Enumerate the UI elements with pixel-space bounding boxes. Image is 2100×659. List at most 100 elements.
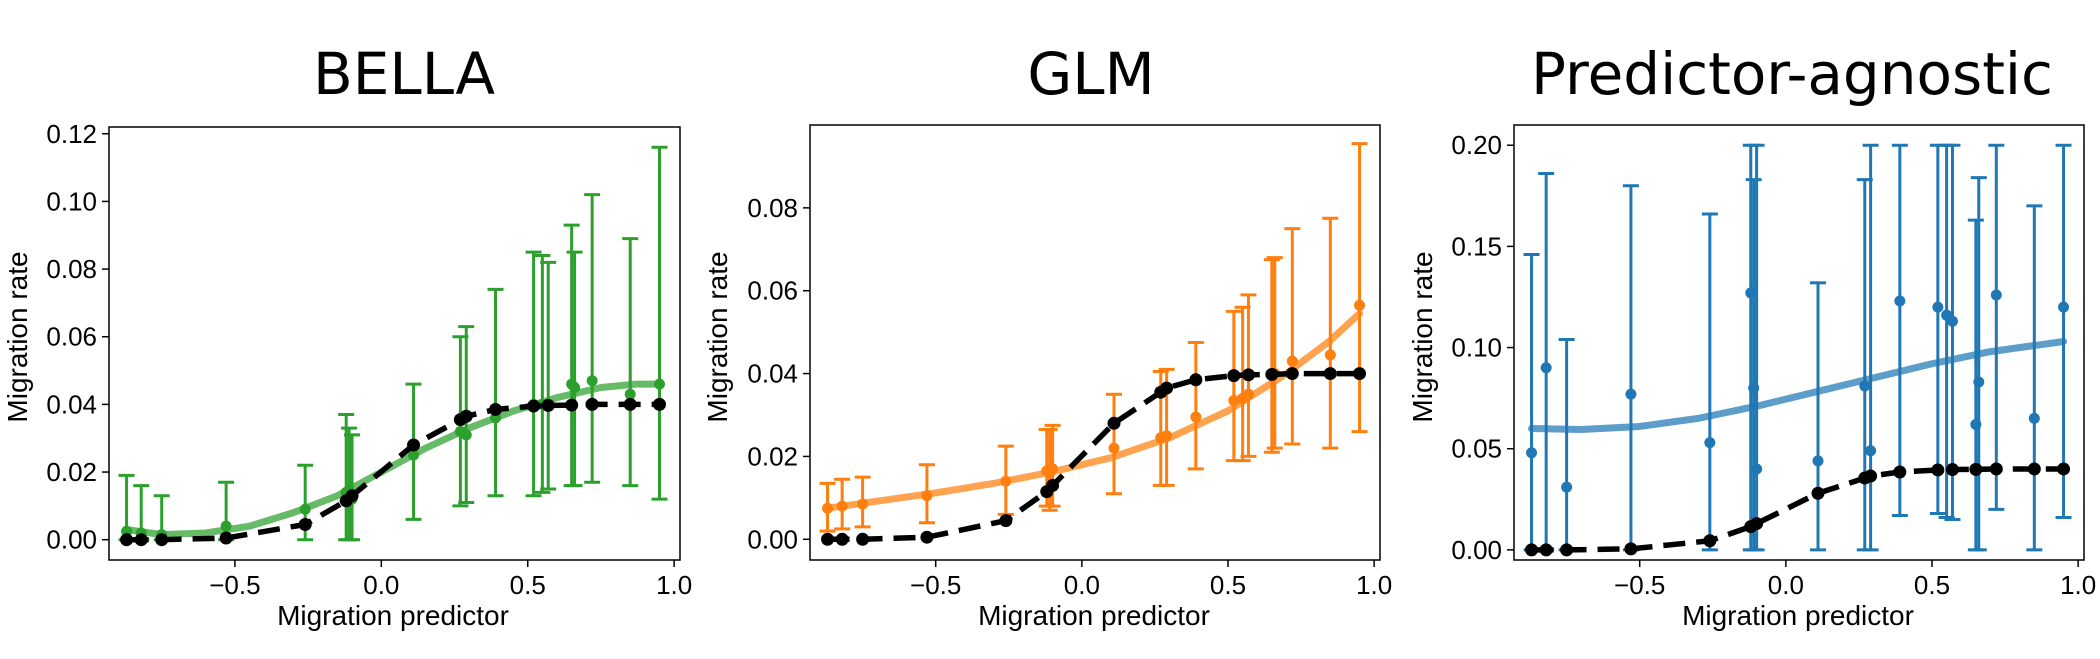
estimate-point bbox=[2028, 412, 2040, 424]
estimate-point bbox=[1354, 299, 1366, 311]
x-tick-label: 0.0 bbox=[363, 570, 399, 600]
error-bar bbox=[1970, 176, 1987, 552]
estimate-point bbox=[2058, 301, 2070, 313]
estimate-point bbox=[586, 375, 598, 387]
true-rate-point bbox=[527, 399, 541, 413]
true-rate-point bbox=[856, 532, 870, 546]
estimate-point bbox=[1894, 295, 1906, 307]
estimate-point bbox=[1946, 315, 1958, 327]
estimate-point bbox=[1324, 349, 1336, 361]
true-rate-point bbox=[2027, 462, 2041, 476]
error-bar bbox=[1929, 143, 1946, 515]
true-rate-point bbox=[1811, 486, 1825, 500]
y-tick-label: 0.06 bbox=[747, 276, 798, 306]
estimate-point bbox=[1161, 430, 1173, 442]
y-tick-label: 0.02 bbox=[46, 457, 97, 487]
error-bar bbox=[1558, 337, 1575, 552]
true-rate-point bbox=[1624, 542, 1638, 556]
estimate-point bbox=[1748, 382, 1760, 394]
true-rate-point bbox=[1893, 465, 1907, 479]
true-rate-point bbox=[1525, 543, 1539, 557]
fit-curve bbox=[824, 310, 1364, 512]
estimate-point bbox=[1745, 287, 1757, 299]
estimate-point bbox=[1859, 380, 1871, 392]
true-rate-point bbox=[920, 530, 934, 544]
error-bar bbox=[622, 237, 639, 488]
true-rate-point bbox=[1864, 469, 1878, 483]
estimate-point bbox=[1540, 362, 1552, 374]
y-tick-label: 0.05 bbox=[1451, 434, 1502, 464]
y-axis-label: Migration rate bbox=[2, 251, 33, 422]
y-tick-label: 0.10 bbox=[46, 186, 97, 216]
x-tick-label: −0.5 bbox=[910, 570, 961, 600]
estimate-point bbox=[220, 520, 232, 532]
true-rate-point bbox=[1265, 367, 1279, 381]
y-tick-label: 0.04 bbox=[747, 359, 798, 389]
error-bar bbox=[1284, 227, 1301, 446]
x-tick-label: −0.5 bbox=[209, 570, 260, 600]
estimate-point bbox=[1812, 455, 1824, 467]
true-rate-point bbox=[1189, 373, 1203, 387]
estimate-point bbox=[1000, 475, 1012, 487]
estimate-point bbox=[836, 500, 848, 512]
true-rate-line bbox=[126, 401, 660, 543]
panel-title: Predictor-agnostic bbox=[1531, 40, 2053, 108]
x-tick-label: −0.5 bbox=[1614, 570, 1665, 600]
y-tick-label: 0.00 bbox=[747, 524, 798, 554]
error-bar bbox=[1263, 258, 1280, 454]
estimate-point bbox=[624, 388, 636, 400]
estimate-point bbox=[1108, 442, 1120, 454]
estimate-point bbox=[1990, 289, 2002, 301]
true-rate-point bbox=[1750, 517, 1764, 531]
error-bar bbox=[1810, 281, 1826, 552]
true-rate-point bbox=[489, 402, 503, 416]
error-bar bbox=[1748, 143, 1765, 552]
y-tick-label: 0.08 bbox=[46, 254, 97, 284]
y-tick-label: 0.20 bbox=[1451, 130, 1502, 160]
x-tick-label: 0.0 bbox=[1768, 570, 1804, 600]
true-rate-point bbox=[585, 397, 599, 411]
fit-curve bbox=[123, 380, 664, 539]
error-bar bbox=[1225, 309, 1242, 463]
x-tick-label: 1.0 bbox=[656, 570, 692, 600]
x-tick-label: 1.0 bbox=[1356, 570, 1392, 600]
true-rate-point bbox=[821, 532, 835, 546]
error-bar bbox=[1891, 143, 1908, 517]
true-rate-line bbox=[1531, 466, 2064, 553]
x-tick-label: 1.0 bbox=[2060, 570, 2096, 600]
axes-frame bbox=[108, 126, 681, 561]
panel-title: GLM bbox=[1027, 40, 1154, 108]
error-bar bbox=[2055, 143, 2072, 520]
error-bar bbox=[1538, 172, 1555, 552]
estimate-point bbox=[1047, 463, 1059, 475]
true-rate-point bbox=[219, 531, 233, 545]
estimate-point bbox=[1526, 447, 1538, 459]
true-rate-point bbox=[653, 397, 667, 411]
true-rate-point bbox=[298, 517, 312, 531]
true-rate-point bbox=[120, 533, 134, 547]
true-rate-point bbox=[1945, 463, 1959, 477]
error-bar bbox=[534, 254, 551, 494]
y-tick-label: 0.10 bbox=[1451, 333, 1502, 363]
estimate-point bbox=[822, 502, 834, 514]
true-rate-point bbox=[1046, 478, 1060, 492]
true-rate-point bbox=[1560, 543, 1574, 557]
error-bar bbox=[566, 250, 583, 488]
true-rate-point bbox=[1160, 381, 1174, 395]
estimate-point bbox=[299, 503, 311, 515]
y-tick-label: 0.02 bbox=[747, 441, 798, 471]
estimate-point bbox=[857, 498, 869, 510]
true-rate-point bbox=[1323, 367, 1337, 381]
true-rate-point bbox=[407, 438, 421, 452]
error-bar bbox=[1187, 341, 1204, 471]
estimate-point bbox=[1286, 355, 1298, 367]
panel-bella: BELLA Migration predictor Migration rate… bbox=[2, 40, 692, 631]
error-bar bbox=[1523, 252, 1540, 552]
error-bar bbox=[584, 193, 601, 484]
true-rate-point bbox=[623, 397, 637, 411]
error-bar bbox=[651, 145, 668, 501]
estimate-point bbox=[1190, 411, 1202, 423]
estimate-point bbox=[460, 429, 472, 441]
y-tick-label: 0.06 bbox=[46, 322, 97, 352]
